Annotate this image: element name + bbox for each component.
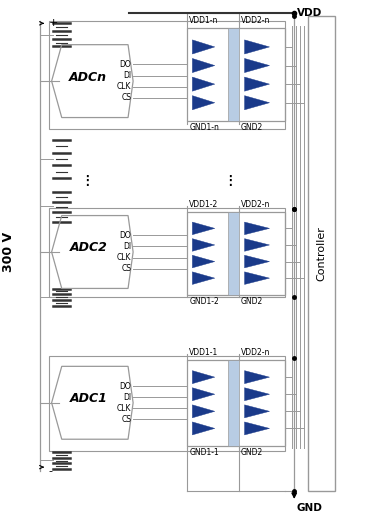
Text: CS: CS bbox=[121, 415, 131, 424]
Bar bbox=[48, 208, 284, 297]
Polygon shape bbox=[192, 272, 215, 284]
Polygon shape bbox=[245, 422, 269, 435]
Text: -: - bbox=[48, 466, 53, 475]
Bar bbox=[228, 28, 239, 121]
Text: +: + bbox=[48, 19, 58, 28]
Polygon shape bbox=[245, 388, 269, 401]
Polygon shape bbox=[245, 255, 269, 268]
Polygon shape bbox=[192, 255, 215, 268]
Text: DI: DI bbox=[123, 71, 131, 80]
Text: VDD: VDD bbox=[297, 8, 323, 19]
Polygon shape bbox=[192, 422, 215, 435]
Bar bbox=[48, 356, 284, 451]
Text: ⁝: ⁝ bbox=[227, 173, 233, 191]
Polygon shape bbox=[192, 222, 215, 235]
Text: DO: DO bbox=[119, 231, 131, 240]
Bar bbox=[228, 212, 239, 295]
Polygon shape bbox=[192, 59, 215, 72]
Text: DI: DI bbox=[123, 242, 131, 251]
Text: DO: DO bbox=[119, 60, 131, 69]
Polygon shape bbox=[245, 222, 269, 235]
Text: Controller: Controller bbox=[316, 226, 326, 281]
Bar bbox=[188, 360, 284, 446]
Polygon shape bbox=[245, 405, 269, 418]
Text: GND2: GND2 bbox=[241, 297, 263, 306]
Text: ADCn: ADCn bbox=[69, 70, 107, 84]
Bar bbox=[188, 28, 284, 121]
Polygon shape bbox=[245, 40, 269, 54]
Polygon shape bbox=[192, 40, 215, 54]
Polygon shape bbox=[245, 238, 269, 251]
Text: GND1-n: GND1-n bbox=[190, 123, 219, 132]
Polygon shape bbox=[245, 272, 269, 284]
Text: DI: DI bbox=[123, 393, 131, 402]
Text: CLK: CLK bbox=[117, 82, 131, 91]
Text: ADC1: ADC1 bbox=[69, 392, 107, 405]
Polygon shape bbox=[192, 96, 215, 110]
Text: ADC2: ADC2 bbox=[69, 242, 107, 254]
Text: GND2: GND2 bbox=[241, 448, 263, 456]
Bar bbox=[48, 21, 284, 129]
Text: GND2: GND2 bbox=[241, 123, 263, 132]
Bar bbox=[308, 16, 335, 491]
Text: VDD1-2: VDD1-2 bbox=[190, 200, 219, 209]
Text: 300 V: 300 V bbox=[2, 232, 16, 272]
Text: GND: GND bbox=[296, 503, 322, 513]
Text: CLK: CLK bbox=[117, 253, 131, 262]
Text: VDD2-n: VDD2-n bbox=[241, 348, 270, 357]
Polygon shape bbox=[192, 371, 215, 383]
Text: VDD2-n: VDD2-n bbox=[241, 16, 270, 25]
Bar bbox=[188, 212, 284, 295]
Polygon shape bbox=[192, 238, 215, 251]
Text: CS: CS bbox=[121, 264, 131, 273]
Polygon shape bbox=[245, 371, 269, 383]
Text: GND1-2: GND1-2 bbox=[190, 297, 219, 306]
Polygon shape bbox=[245, 77, 269, 91]
Polygon shape bbox=[245, 96, 269, 110]
Text: VDD1-1: VDD1-1 bbox=[190, 348, 219, 357]
Text: VDD2-n: VDD2-n bbox=[241, 200, 270, 209]
Text: DO: DO bbox=[119, 382, 131, 391]
Polygon shape bbox=[192, 388, 215, 401]
Bar bbox=[228, 360, 239, 446]
Text: CS: CS bbox=[121, 93, 131, 102]
Text: GND1-1: GND1-1 bbox=[190, 448, 219, 456]
Polygon shape bbox=[192, 77, 215, 91]
Polygon shape bbox=[192, 405, 215, 418]
Text: ⁝: ⁝ bbox=[84, 173, 89, 191]
Text: CLK: CLK bbox=[117, 404, 131, 413]
Polygon shape bbox=[245, 59, 269, 72]
Text: VDD1-n: VDD1-n bbox=[190, 16, 219, 25]
